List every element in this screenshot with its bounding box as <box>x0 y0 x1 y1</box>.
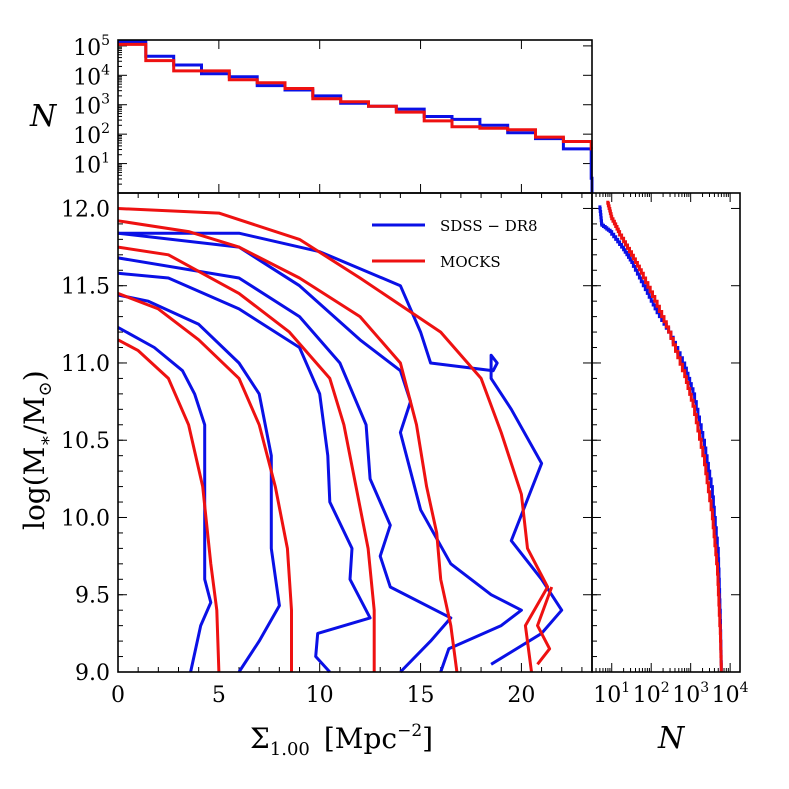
y-tick-label: 10.0 <box>61 506 110 531</box>
y-axis-label-mid: /M <box>18 396 51 434</box>
right-x-tick-label: 104 <box>712 680 749 708</box>
x-tick-label: 0 <box>111 683 125 708</box>
right-panel-frame <box>591 192 741 673</box>
y-tick-label: 11.0 <box>61 352 110 377</box>
contour-mocks-9 <box>117 219 459 673</box>
right-hist-sdss <box>598 205 723 672</box>
y-axis-label-post: ) <box>18 370 51 381</box>
top-hist-mocks <box>118 42 593 151</box>
legend-label-mocks: MOCKS <box>440 253 501 271</box>
x-tick-label: 15 <box>407 683 435 708</box>
contour-mocks-7 <box>117 291 293 672</box>
y-tick-label: 12.0 <box>61 197 110 222</box>
contour-sdss-2 <box>117 271 372 674</box>
x-axis-label-unit: [Mpc <box>324 722 397 755</box>
right-histogram-panel: 101 102 103 104 <box>593 193 749 708</box>
y-tick-label: 11.5 <box>61 275 110 300</box>
main-contours <box>117 207 564 674</box>
right-x-tick-label: 102 <box>633 680 670 708</box>
contour-sdss-0 <box>117 326 213 673</box>
y-axis-label-pre: log(M <box>18 447 51 530</box>
contour-sdss-3 <box>117 256 453 674</box>
top-panel-frame <box>117 39 593 194</box>
legend-label-sdss: SDSS − DR8 <box>440 217 538 235</box>
x-axis-label-symbol: Σ <box>250 722 270 755</box>
contour-sdss-1 <box>117 293 281 673</box>
top-y-tick-label: 102 <box>73 121 110 149</box>
y-axis-label-sub1: ∗ <box>35 434 56 446</box>
x-tick-label: 20 <box>507 683 535 708</box>
y-axis-label-sub2: ⊙ <box>35 381 56 396</box>
contour-mocks-8 <box>117 245 376 672</box>
contour-mocks-6 <box>117 338 221 673</box>
x-tick-label: 5 <box>212 683 226 708</box>
contour-mocks-10 <box>117 207 550 673</box>
right-x-axis-label: N <box>657 721 686 756</box>
right-x-tick-label: 103 <box>672 680 709 708</box>
x-axis-label-exp: −2 <box>397 721 422 741</box>
right-hist-mocks <box>606 200 723 672</box>
y-axis-label: log(M∗/M⊙) <box>18 370 56 530</box>
y-tick-label: 9.5 <box>75 584 110 609</box>
main-panel: 0 5 10 15 20 9.0 9.5 10.0 10.5 11.0 11.5 12.0 <box>61 40 740 708</box>
y-tick-label: 10.5 <box>61 429 110 454</box>
y-tick-label: 9.0 <box>75 661 110 686</box>
top-hist-sdss <box>118 40 594 193</box>
top-y-tick-label: 101 <box>73 151 110 179</box>
top-y-tick-label: 105 <box>73 33 110 61</box>
x-axis-label-sub: 1.00 <box>270 739 310 760</box>
x-axis-label-close: ] <box>422 722 433 755</box>
contour-sdss-4 <box>117 231 523 673</box>
right-x-tick-label: 101 <box>593 680 630 708</box>
contour-sdss-5 <box>118 231 564 666</box>
legend: SDSS − DR8 MOCKS <box>372 217 538 271</box>
top-y-tick-label: 103 <box>73 92 110 120</box>
contour-mocks-11 <box>536 586 554 666</box>
x-tick-label: 10 <box>306 683 334 708</box>
top-y-axis-label: N <box>29 99 58 134</box>
top-y-tick-label: 104 <box>73 62 110 90</box>
x-axis-label: Σ1.00 [Mpc−2] <box>250 721 433 760</box>
